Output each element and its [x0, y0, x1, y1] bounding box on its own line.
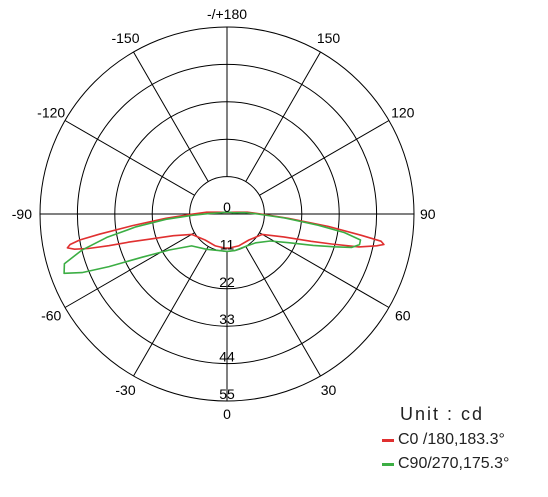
grid-spoke [259, 232, 390, 308]
angle-label: -/+180 [207, 6, 247, 22]
grid-spoke [245, 246, 321, 377]
legend: Unit : cd C0 /180,183.3° C90/270,175.3° [382, 404, 509, 473]
ring-labels: 0 11 22 33 44 55 [219, 199, 235, 402]
ring-label: 0 [223, 199, 231, 215]
angle-labels: -/+180 -150 150 -120 120 -90 90 -60 60 -30 30 0 [12, 6, 436, 422]
angle-label: -120 [37, 105, 65, 121]
unit-label: Unit : cd [400, 404, 485, 424]
legend-swatch-c90 [382, 462, 394, 466]
ring-label: 33 [219, 311, 235, 327]
angle-label: -90 [12, 206, 32, 222]
angle-label: -150 [111, 30, 139, 46]
grid-spoke [64, 232, 195, 308]
angle-label: 60 [395, 308, 411, 324]
series-layer [63, 211, 385, 275]
grid-spoke [133, 246, 209, 377]
ring-label: 22 [219, 274, 235, 290]
angle-label: -60 [41, 308, 61, 324]
angle-label: 30 [321, 382, 337, 398]
grid-spoke [259, 120, 390, 196]
legend-swatch-c0 [382, 438, 394, 442]
grid-spoke [64, 120, 195, 196]
polar-spokes [40, 27, 414, 401]
legend-label-c90: C90/270,175.3° [398, 455, 510, 472]
series-line-0 [66, 211, 385, 250]
ring-label: 44 [219, 349, 235, 365]
grid-spoke [133, 51, 209, 182]
angle-label: -30 [115, 382, 135, 398]
legend-item-c0: C0 /180,183.3° [382, 431, 509, 449]
legend-item-c90: C90/270,175.3° [382, 455, 509, 473]
ring-label: 11 [220, 236, 235, 252]
ring-label: 55 [219, 386, 235, 402]
angle-label: 90 [420, 206, 436, 222]
angle-label: 120 [391, 105, 415, 121]
legend-label-c0: C0 /180,183.3° [398, 431, 505, 448]
series-line-1 [63, 211, 362, 275]
grid-spoke [245, 51, 321, 182]
angle-label: 0 [223, 406, 231, 422]
angle-label: 150 [317, 30, 341, 46]
